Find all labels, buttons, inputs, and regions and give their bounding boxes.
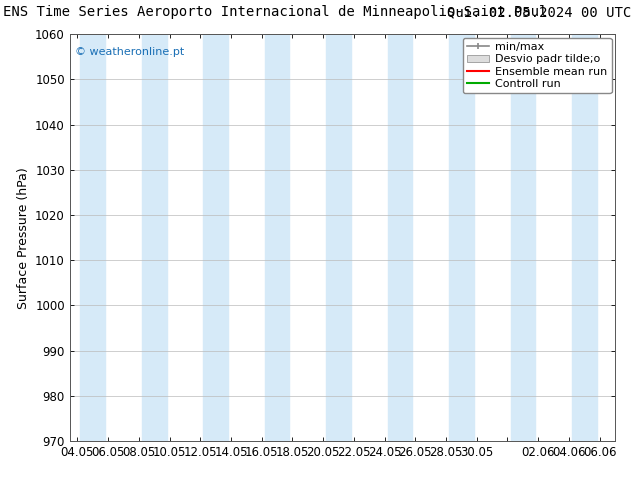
Text: ENS Time Series Aeroporto Internacional de Minneapolis-Saint Paul: ENS Time Series Aeroporto Internacional … bbox=[3, 5, 548, 19]
Bar bbox=[572, 34, 597, 441]
Bar bbox=[204, 34, 228, 441]
Legend: min/max, Desvio padr tilde;o, Ensemble mean run, Controll run: min/max, Desvio padr tilde;o, Ensemble m… bbox=[463, 38, 612, 93]
Text: © weatheronline.pt: © weatheronline.pt bbox=[75, 47, 184, 56]
Bar bbox=[142, 34, 167, 441]
Bar bbox=[510, 34, 535, 441]
Y-axis label: Surface Pressure (hPa): Surface Pressure (hPa) bbox=[16, 167, 30, 309]
Bar bbox=[387, 34, 412, 441]
Text: Qui. 02.05.2024 00 UTC: Qui. 02.05.2024 00 UTC bbox=[446, 5, 631, 19]
Bar bbox=[449, 34, 474, 441]
Bar bbox=[81, 34, 105, 441]
Bar bbox=[327, 34, 351, 441]
Bar bbox=[265, 34, 289, 441]
